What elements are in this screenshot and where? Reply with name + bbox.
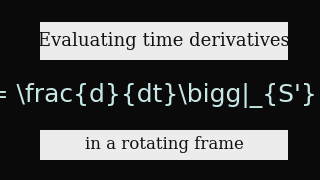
Text: in a rotating frame: in a rotating frame <box>84 136 244 154</box>
Text: \frac{d}{dt}\bigg|_S = \frac{d}{dt}\bigg|_{S'} + \vec{\omega}\times: \frac{d}{dt}\bigg|_S = \frac{d}{dt}\bigg… <box>0 83 320 108</box>
Bar <box>40 22 288 60</box>
Bar <box>40 130 288 160</box>
Text: Evaluating time derivatives: Evaluating time derivatives <box>38 32 290 50</box>
